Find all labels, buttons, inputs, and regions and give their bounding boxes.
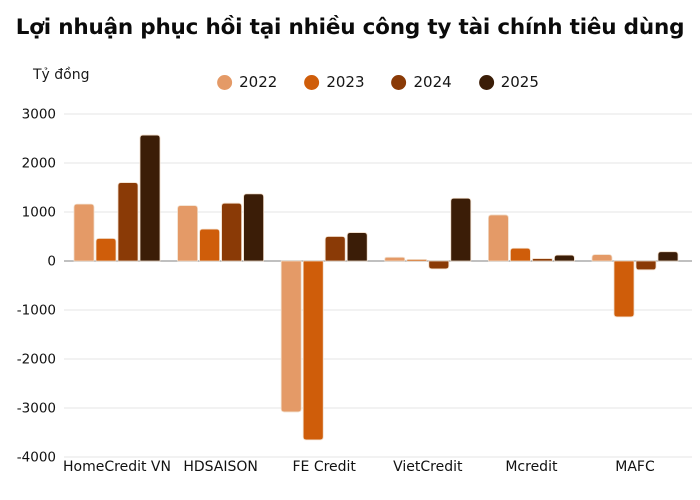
legend-label: 2023 bbox=[326, 73, 365, 91]
bar-mcredit-2022 bbox=[488, 214, 509, 262]
bar-fe-credit-2022 bbox=[280, 260, 302, 413]
legend-swatch bbox=[304, 74, 320, 90]
bar-hdsaison-2025 bbox=[243, 193, 264, 262]
bar-mafc-2022 bbox=[591, 254, 613, 262]
x-category-label: FE Credit bbox=[292, 459, 356, 475]
y-tick-label: 1000 bbox=[22, 205, 56, 221]
bar-homecredit-vn-2025 bbox=[139, 134, 161, 262]
legend-item-2024: 2024 bbox=[391, 73, 452, 91]
bar-fe-credit-2025 bbox=[346, 232, 368, 262]
bar-mafc-2023 bbox=[613, 260, 635, 318]
y-tick-label: -2000 bbox=[17, 352, 56, 368]
legend-item-2023: 2023 bbox=[304, 73, 365, 91]
legend-swatch bbox=[217, 74, 233, 90]
bar-hdsaison-2024 bbox=[221, 202, 242, 262]
bar-fe-credit-2023 bbox=[302, 260, 324, 441]
legend-swatch bbox=[478, 74, 494, 90]
bar-mcredit-2024 bbox=[532, 258, 553, 262]
y-tick-label: 3000 bbox=[22, 107, 56, 123]
bar-mafc-2025 bbox=[657, 251, 679, 262]
bar-vietcredit-2022 bbox=[384, 256, 406, 262]
y-tick-label: 0 bbox=[47, 254, 56, 270]
bar-mcredit-2025 bbox=[554, 254, 575, 262]
legend-label: 2025 bbox=[500, 73, 539, 91]
bar-homecredit-vn-2023 bbox=[95, 238, 117, 262]
bar-hdsaison-2023 bbox=[199, 228, 220, 262]
y-tick-label: -4000 bbox=[17, 450, 56, 466]
legend-label: 2022 bbox=[239, 73, 278, 91]
x-category-label: HDSAISON bbox=[183, 459, 258, 475]
x-category-label: MAFC bbox=[615, 459, 655, 475]
bar-homecredit-vn-2022 bbox=[73, 203, 95, 262]
bar-vietcredit-2024 bbox=[428, 260, 450, 270]
bar-hdsaison-2022 bbox=[177, 205, 198, 262]
y-tick-label: 2000 bbox=[22, 156, 56, 172]
bar-vietcredit-2025 bbox=[450, 197, 472, 262]
bar-mcredit-2023 bbox=[510, 247, 531, 262]
bar-chart: 3000 2000 1000 0 -1000 -2000 -3000 -4000 HomeCre… bbox=[17, 107, 692, 475]
legend-item-2022: 2022 bbox=[217, 73, 277, 91]
bar-fe-credit-2024 bbox=[324, 236, 346, 262]
x-category-label: Mcredit bbox=[505, 459, 558, 475]
page-title: Lợi nhuận phục hồi tại nhiều công ty tài… bbox=[15, 15, 685, 40]
y-axis-unit-label: Tỷ đồng bbox=[33, 67, 90, 83]
x-category-label: VietCredit bbox=[393, 459, 463, 475]
y-tick-label: -3000 bbox=[17, 401, 56, 417]
legend: 2022 2023 2024 2025 bbox=[217, 73, 539, 91]
legend-item-2025: 2025 bbox=[478, 73, 539, 91]
x-category-label: HomeCredit VN bbox=[63, 459, 171, 475]
bar-homecredit-vn-2024 bbox=[117, 182, 139, 262]
legend-swatch bbox=[391, 74, 407, 90]
bar-vietcredit-2023 bbox=[406, 259, 428, 262]
bar-mafc-2024 bbox=[635, 260, 657, 271]
y-tick-label: -1000 bbox=[17, 303, 56, 319]
legend-label: 2024 bbox=[413, 73, 452, 91]
